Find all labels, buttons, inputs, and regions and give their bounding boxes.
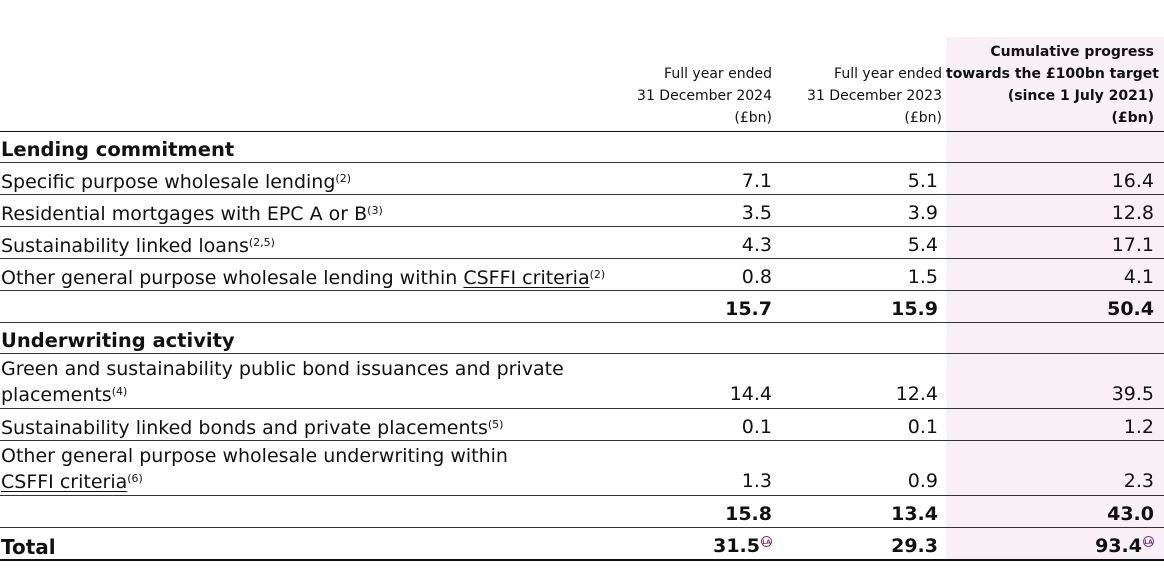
total-label: Total bbox=[0, 527, 628, 561]
csffi-criteria-link[interactable]: CSFFI criteria bbox=[463, 267, 590, 289]
table-row: Sustainability linked bonds and private … bbox=[0, 408, 1164, 441]
header-label-cell bbox=[0, 37, 628, 132]
limited-assurance-icon: LA bbox=[761, 536, 772, 547]
total-row: Total 31.5 LA 29.3 93.4 LA bbox=[0, 527, 1164, 561]
table-row: Residential mortgages with EPC A or B(3)… bbox=[0, 194, 1164, 227]
header-2023: Full year ended 31 December 2023 (£bn) bbox=[807, 66, 942, 126]
green-finance-table: Full year ended 31 December 2024 (£bn) F… bbox=[0, 37, 1164, 561]
section-lending: Lending commitment bbox=[0, 131, 1164, 163]
table-row: Other general purpose wholesale lending … bbox=[0, 258, 1164, 291]
table-row: Other general purpose wholesale underwri… bbox=[0, 440, 1164, 496]
section-title: Lending commitment bbox=[0, 131, 628, 163]
limited-assurance-icon: LA bbox=[1143, 536, 1154, 547]
csffi-criteria-link[interactable]: CSFFI criteria bbox=[1, 471, 128, 493]
table-header: Full year ended 31 December 2024 (£bn) F… bbox=[0, 37, 1164, 132]
lending-subtotal-row: 15.7 15.9 50.4 bbox=[0, 290, 1164, 323]
header-2024: Full year ended 31 December 2024 (£bn) bbox=[637, 66, 772, 126]
table-row: Sustainability linked loans(2,5) 4.3 5.4… bbox=[0, 226, 1164, 259]
header-cumulative: Cumulative progress towards the £100bn t… bbox=[946, 37, 1164, 132]
table-row: Green and sustainability public bond iss… bbox=[0, 353, 1164, 409]
underwriting-subtotal-row: 15.8 13.4 43.0 bbox=[0, 495, 1164, 528]
section-title: Underwriting activity bbox=[0, 322, 628, 354]
table-row: Specific purpose wholesale lending(2) 7.… bbox=[0, 162, 1164, 195]
section-underwriting: Underwriting activity bbox=[0, 322, 1164, 354]
